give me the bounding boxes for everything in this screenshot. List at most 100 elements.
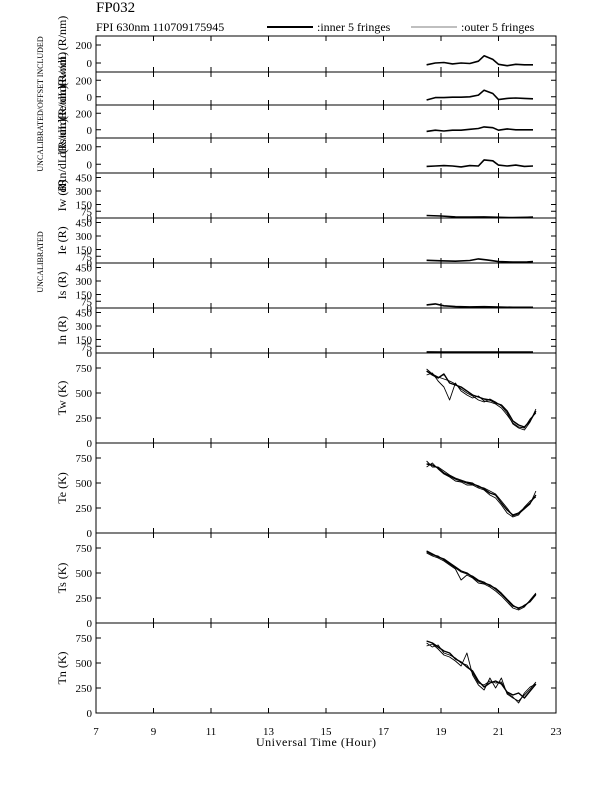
x-tick-label: 23 — [551, 726, 563, 738]
series-line-drs — [426, 126, 533, 133]
side-label-uncalibrated: UNCALIBRATED — [36, 231, 45, 293]
x-tick-label: 7 — [93, 726, 99, 738]
series-line-ts — [426, 552, 537, 611]
x-tick-label: 13 — [263, 726, 275, 738]
y-axis-label-dre: dRe/dL (R/nm) — [55, 52, 69, 125]
y-tick-label-in: 0 — [87, 348, 93, 360]
y-tick-label-in: 150 — [76, 335, 93, 347]
panel-frame-tw — [95, 352, 557, 444]
series-line-tw — [426, 372, 537, 429]
series-line-ts — [426, 550, 537, 609]
y-tick-label-tn: 250 — [76, 683, 93, 695]
y-tick-label-iw: 450 — [76, 173, 93, 185]
y-tick-label-tw: 250 — [76, 413, 93, 425]
chart-subtitle: FPI 630nm 110709175945 — [96, 20, 225, 34]
y-axis-label-te: Te (K) — [55, 472, 69, 503]
y-axis-label-ie: Ie (R) — [55, 226, 69, 254]
panel-frame-is — [95, 262, 557, 309]
chart-title: FP032 — [96, 0, 136, 16]
y-tick-label-is: 0 — [87, 303, 93, 315]
y-tick-label-iw: 75 — [81, 206, 93, 218]
x-tick-label: 11 — [206, 726, 217, 738]
y-tick-label-drs: 200 — [76, 108, 93, 120]
x-tick-label: 19 — [436, 726, 448, 738]
y-tick-label-is: 75 — [81, 296, 93, 308]
x-tick-label: 9 — [151, 726, 157, 738]
y-tick-label-tw: 0 — [87, 438, 93, 450]
series-line-tw — [426, 368, 537, 431]
panel-frame-te — [95, 442, 557, 534]
x-tick-label: 17 — [378, 726, 390, 738]
y-tick-label-te: 750 — [76, 453, 93, 465]
y-tick-label-tw: 750 — [76, 363, 93, 375]
y-tick-label-ts: 750 — [76, 543, 93, 555]
series-line-drn — [426, 159, 534, 168]
y-tick-label-dre: 200 — [76, 75, 93, 87]
series-line-te — [426, 463, 537, 516]
y-tick-label-ts: 250 — [76, 593, 93, 605]
y-tick-label-tn: 0 — [87, 708, 93, 720]
y-tick-label-ie: 450 — [76, 218, 93, 230]
series-line-iw — [426, 214, 534, 219]
y-axis-label-is: Is (R) — [55, 272, 69, 300]
x-tick-label: 15 — [321, 726, 333, 738]
y-axis-label-tn: Tn (K) — [55, 652, 69, 685]
panel-frame-in — [95, 307, 557, 354]
y-tick-label-tn: 500 — [76, 658, 93, 670]
y-tick-label-is: 150 — [76, 290, 93, 302]
y-tick-label-tw: 500 — [76, 388, 93, 400]
y-tick-label-te: 0 — [87, 528, 93, 540]
y-tick-label-drn: 200 — [76, 142, 93, 154]
panel-frame-ie — [95, 217, 557, 264]
series-line-te — [426, 460, 537, 517]
legend-inner-label: :inner 5 fringes — [317, 20, 391, 34]
series-line-tn — [426, 642, 537, 704]
series-line-is — [426, 303, 533, 309]
y-tick-label-in: 75 — [81, 341, 93, 353]
y-tick-label-ie: 75 — [81, 251, 93, 263]
x-axis-label: Universal Time (Hour) — [256, 735, 377, 749]
panel-frame-drw — [95, 35, 557, 73]
y-axis-label-iw: Iw (R) — [55, 180, 69, 212]
series-line-ie — [426, 258, 534, 263]
panel-frame-drn — [95, 137, 557, 174]
y-tick-label-iw: 300 — [76, 186, 93, 198]
y-tick-label-drw: 200 — [76, 40, 93, 52]
side-label-uncalibrated-offset: UNCALIBRATED/OFFSET INCLUDED — [36, 36, 45, 171]
y-tick-label-in: 450 — [76, 308, 93, 320]
y-tick-label-is: 450 — [76, 263, 93, 275]
y-tick-label-ie: 300 — [76, 231, 93, 243]
y-tick-label-dre: 0 — [87, 92, 93, 104]
y-axis-label-drw: dRw/dL (R/nm) — [55, 16, 69, 93]
y-tick-label-tn: 750 — [76, 633, 93, 645]
legend-outer-label: :outer 5 fringes — [461, 20, 535, 34]
series-line-ts — [426, 551, 537, 610]
y-tick-label-te: 250 — [76, 503, 93, 515]
panel-frame-iw — [95, 172, 557, 219]
series-line-dre — [426, 89, 534, 101]
y-tick-label-te: 500 — [76, 478, 93, 490]
series-line-te — [426, 462, 537, 518]
y-axis-label-tw: Tw (K) — [55, 381, 69, 416]
y-tick-label-in: 300 — [76, 321, 93, 333]
y-axis-label-drn: dRn/dL (R/nm) — [55, 119, 69, 193]
panel-frame-tn — [95, 622, 557, 714]
y-axis-label-in: In (R) — [55, 316, 69, 345]
series-line-tn — [426, 643, 537, 702]
panel-frame-ts — [95, 532, 557, 624]
y-axis-label-ts: Ts (K) — [55, 563, 69, 594]
y-tick-label-ts: 0 — [87, 618, 93, 630]
y-tick-label-drs: 0 — [87, 125, 93, 137]
y-tick-label-iw: 0 — [87, 213, 93, 225]
y-tick-label-drn: 0 — [87, 159, 93, 171]
y-tick-label-iw: 150 — [76, 200, 93, 212]
y-tick-label-is: 300 — [76, 276, 93, 288]
y-tick-label-ie: 0 — [87, 258, 93, 270]
series-line-drw — [426, 54, 533, 67]
y-tick-label-drw: 0 — [87, 58, 93, 70]
y-axis-label-drs: dRs/dL (R/nm) — [55, 85, 69, 158]
series-line-tn — [426, 640, 537, 699]
y-tick-label-ts: 500 — [76, 568, 93, 580]
y-tick-label-ie: 150 — [76, 245, 93, 257]
